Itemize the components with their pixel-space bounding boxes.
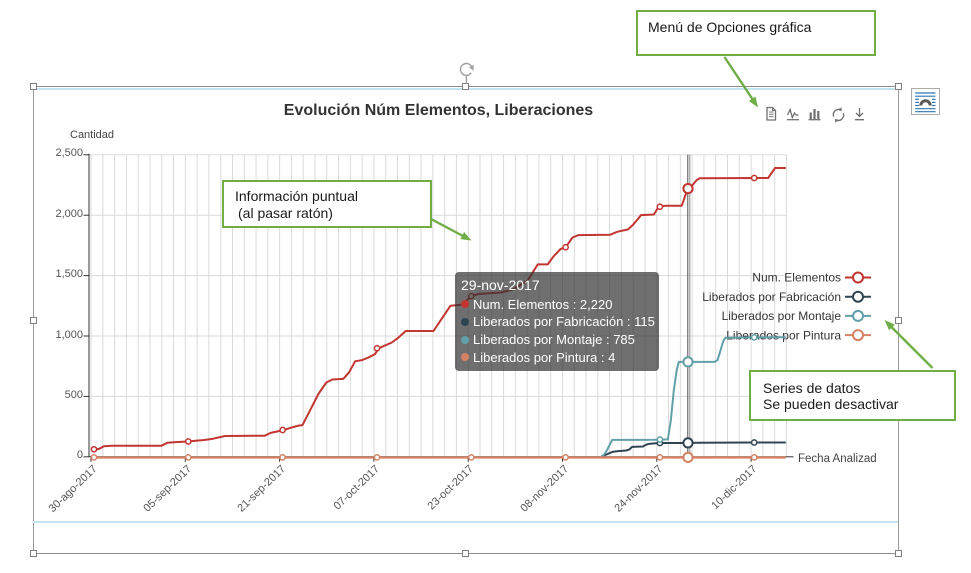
svg-text:Num. Elementos: Num. Elementos	[752, 271, 841, 285]
svg-text:Liberados por Montaje: Liberados por Montaje	[722, 309, 842, 323]
svg-text:Liberados por Pintura: Liberados por Pintura	[726, 328, 841, 342]
svg-text:Liberados por Fabricación: Liberados por Fabricación	[702, 290, 841, 304]
